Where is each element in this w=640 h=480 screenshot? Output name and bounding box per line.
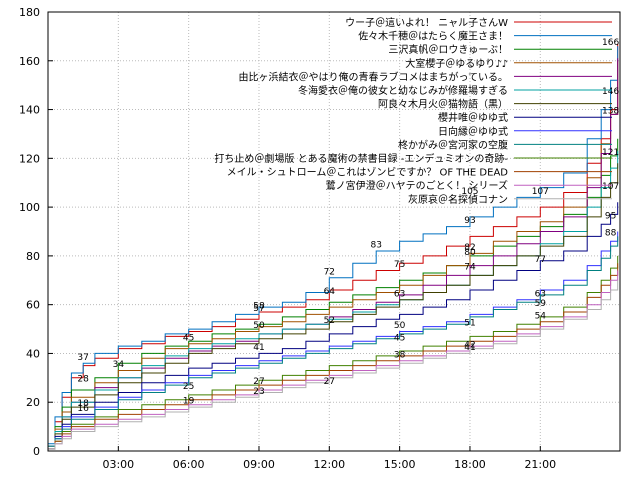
data-label: 77 (535, 255, 546, 265)
x-tick-label: 18:00 (454, 458, 486, 471)
y-tick-label: 40 (26, 347, 40, 360)
series-line-10 (48, 236, 619, 450)
data-label: 93 (464, 216, 475, 226)
x-tick-label: 06:00 (173, 458, 205, 471)
y-tick-label: 120 (19, 152, 40, 165)
y-tick-label: 140 (19, 104, 40, 117)
x-tick-label: 12:00 (313, 458, 345, 471)
data-label: 82 (464, 243, 475, 253)
y-tick-label: 160 (19, 55, 40, 68)
legend-label: 冬海愛衣＠俺の彼女と幼なじみが修羅場すぎる (298, 84, 508, 97)
data-label: 57 (253, 304, 264, 314)
legend-label: 佐々木千穂＠はたらく魔王さま！ (358, 30, 508, 43)
data-label: 107 (532, 187, 549, 197)
legend: ウー子＠這いよれ！ ニャル子さんW佐々木千穂＠はたらく魔王さま！三沢真帆＠ロウき… (214, 16, 612, 206)
data-label: 50 (394, 321, 406, 331)
legend-label: 三沢真帆＠ロウきゅーぶ！ (388, 43, 508, 56)
y-tick-label: 0 (33, 445, 40, 458)
data-label: 19 (183, 397, 195, 407)
legend-label: 鷺ノ宮伊澄＠ハヤテのごとく！ シリーズ (326, 179, 508, 192)
data-label: 41 (253, 343, 264, 353)
legend-label: 打ち止め＠劇場版 とある魔術の禁書目録 -エンデュミオンの奇跡- (214, 152, 508, 165)
data-label: 75 (394, 260, 405, 270)
legend-label: 灰原哀＠名探偵コナン (408, 193, 508, 206)
data-label: 95 (605, 211, 616, 221)
data-label: 23 (253, 387, 264, 397)
data-label: 34 (113, 360, 125, 370)
data-label: 121 (602, 148, 619, 158)
y-tick-label: 60 (26, 299, 40, 312)
data-label: 45 (394, 333, 405, 343)
y-tick-label: 100 (19, 201, 40, 214)
series-line-7 (48, 163, 619, 450)
legend-label: 由比ヶ浜結衣＠やはり俺の青春ラブコメはまちがっている。 (239, 70, 509, 83)
series-layer (48, 43, 619, 450)
data-label: 107 (602, 182, 619, 192)
data-label: 105 (461, 187, 478, 197)
series-line-12 (48, 263, 619, 450)
data-label: 27 (324, 377, 335, 387)
plot-frame (47, 11, 621, 452)
data-label: 63 (535, 289, 546, 299)
data-label: 88 (605, 228, 617, 238)
x-tick-label: 03:00 (102, 458, 134, 471)
data-label: 138 (602, 106, 619, 116)
legend-label: メイル・シュトローム＠これはゾンビですか？ OF THE DEAD (227, 167, 509, 179)
x-tick-label: 21:00 (524, 458, 556, 471)
data-label: 28 (77, 375, 89, 385)
data-label: 58 (253, 302, 265, 312)
data-label: 72 (324, 267, 335, 277)
data-label: 166 (602, 38, 619, 48)
data-label: 25 (183, 382, 194, 392)
data-label: 27 (253, 377, 264, 387)
data-label: 80 (464, 248, 476, 258)
y-tick-label: 80 (26, 250, 40, 263)
axes: 0 20 40 60 80 100 120 140 160 180 03:00 06:00 09:00 1… (19, 6, 556, 471)
data-label: 83 (370, 241, 381, 251)
y-tick-label: 20 (26, 396, 40, 409)
data-label: 146 (602, 87, 619, 97)
data-label: 74 (464, 263, 476, 273)
data-label: 45 (183, 333, 194, 343)
legend-label: 櫻井唯＠ゆゆ式 (438, 111, 508, 124)
data-label: 42 (464, 341, 475, 351)
data-label: 54 (535, 311, 547, 321)
x-tick-label: 09:00 (243, 458, 275, 471)
data-label: 16 (77, 404, 89, 414)
data-label: 41 (464, 343, 475, 353)
data-labels: 37 57 72 75 93 107 83 166 80 121 58 138 64 146 82 107 45… (77, 38, 619, 414)
legend-label: 大室櫻子＠ゆるゆり♪♪ (405, 57, 508, 70)
data-label: 50 (253, 321, 265, 331)
data-label: 64 (324, 287, 336, 297)
data-label: 63 (394, 289, 405, 299)
legend-label: ウー子＠這いよれ！ ニャル子さんW (345, 16, 508, 29)
y-tick-label: 180 (19, 6, 40, 19)
data-label: 59 (535, 299, 547, 309)
x-tick-label: 15:00 (384, 458, 416, 471)
legend-label: 柊かがみ＠宮河家の空腹 (398, 138, 508, 151)
legend-label: 日向縁＠ゆゆ式 (438, 125, 508, 138)
data-label: 18 (77, 399, 89, 409)
data-label: 52 (324, 316, 335, 326)
data-label: 38 (394, 350, 406, 360)
data-label: 37 (77, 353, 88, 363)
data-label: 51 (464, 319, 475, 329)
series-line-2 (48, 46, 619, 445)
legend-label: 阿良々木月火＠猫物語（黒） (378, 98, 508, 111)
series-line-14 (48, 280, 619, 450)
